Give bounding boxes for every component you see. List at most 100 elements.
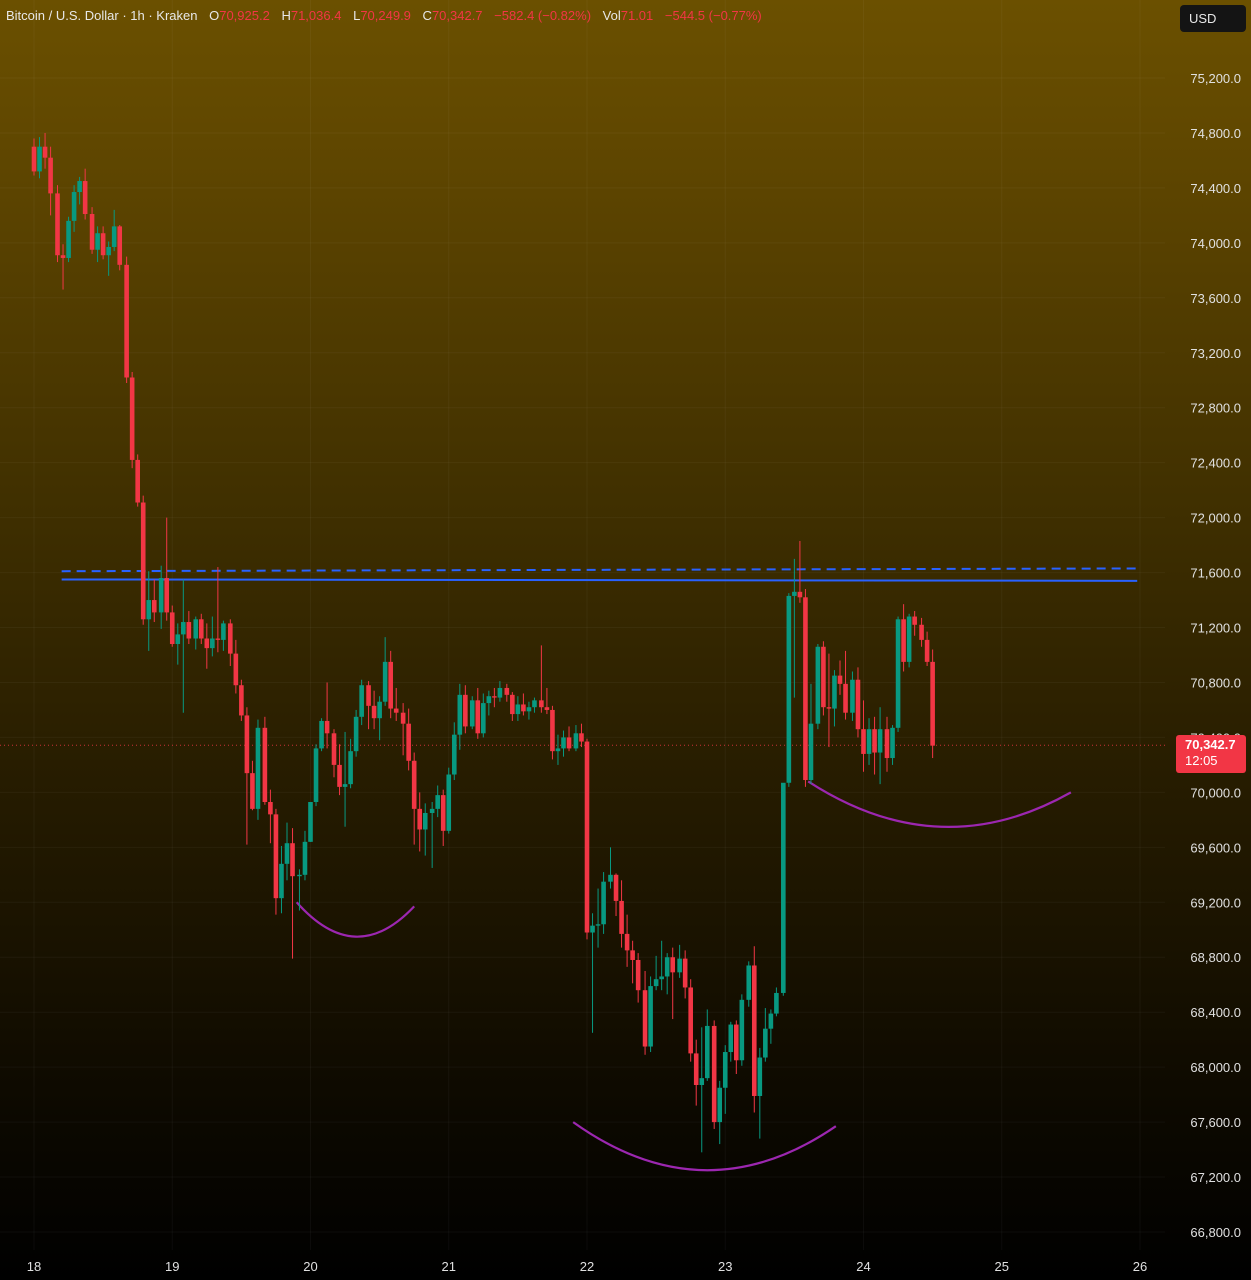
rounded-bottom-arc[interactable] — [295, 901, 415, 938]
candle-body — [670, 957, 676, 973]
rounded-bottom-arc[interactable] — [572, 1121, 837, 1172]
candle — [843, 650, 848, 720]
candle-body — [181, 622, 186, 635]
rounded-bottom-arcs[interactable] — [295, 780, 1072, 1172]
candle-body — [566, 737, 572, 749]
candle — [106, 241, 111, 276]
candle — [877, 707, 883, 785]
candle — [832, 670, 837, 727]
candle — [590, 913, 595, 1033]
resistance-line-solid[interactable] — [61, 578, 1138, 582]
candle — [653, 955, 659, 991]
resistance-line-dashed[interactable] — [61, 567, 1138, 573]
time-tick-label: 24 — [856, 1259, 870, 1274]
candle — [313, 744, 319, 807]
candle — [164, 517, 170, 621]
candle-body — [734, 1024, 739, 1061]
candle — [664, 953, 670, 995]
candle — [48, 146, 53, 216]
candle — [348, 738, 353, 789]
candle — [492, 687, 497, 708]
candle-body — [400, 712, 406, 724]
resistance-lines[interactable] — [61, 567, 1138, 582]
candle-body — [486, 696, 492, 704]
last-price-value: 70,342.7 — [1185, 737, 1236, 752]
candle-body — [313, 748, 319, 802]
candle-body — [215, 638, 221, 640]
candle-body — [124, 264, 129, 378]
candle-body — [601, 881, 606, 925]
candle — [382, 637, 388, 706]
time-tick-label: 20 — [303, 1259, 317, 1274]
candle — [111, 209, 117, 252]
candle — [262, 716, 268, 805]
symbol-title[interactable]: Bitcoin / U.S. Dollar · 1h · Kraken — [6, 8, 198, 23]
candle — [642, 970, 648, 1055]
candle — [210, 616, 215, 657]
candle — [648, 976, 653, 1053]
candle-body — [861, 729, 866, 754]
candle-body — [95, 233, 100, 250]
candle — [324, 682, 330, 749]
candle — [377, 696, 382, 741]
candle-body — [228, 623, 233, 654]
rounded-bottom-arc[interactable] — [807, 780, 1072, 828]
candle — [619, 880, 624, 948]
price-tick-label: 66,800.0 — [1190, 1225, 1241, 1240]
candle-body — [659, 976, 664, 980]
candle — [510, 692, 515, 721]
candle-body — [371, 705, 377, 719]
candle-body — [648, 986, 653, 1047]
candle — [198, 613, 204, 645]
time-axis[interactable]: 18 19 20 21 22 23 24 25 26 — [27, 1259, 1147, 1274]
price-change: −582.4 (−0.82%) — [494, 8, 592, 23]
candle-body — [757, 1057, 763, 1096]
time-tick-label: 18 — [27, 1259, 41, 1274]
candle — [901, 604, 906, 672]
candle — [124, 256, 129, 383]
candle — [158, 565, 164, 629]
candle-body — [475, 700, 481, 734]
candle — [60, 244, 66, 290]
candle-body — [100, 233, 106, 256]
candle — [613, 873, 619, 917]
candle-body — [693, 1053, 699, 1086]
time-tick-label: 23 — [718, 1259, 732, 1274]
candle — [608, 847, 613, 889]
candle-body — [239, 685, 244, 716]
candle-body — [497, 687, 503, 698]
candle-body — [429, 808, 435, 813]
candle — [555, 734, 561, 765]
candle — [630, 940, 635, 984]
candle-body — [561, 737, 566, 749]
price-axis[interactable]: 75,200.0 74,800.0 74,400.0 74,000.0 73,600.0… — [1190, 71, 1241, 1240]
candle-body — [808, 723, 814, 781]
candle-body — [728, 1024, 734, 1053]
candle-body — [435, 795, 440, 809]
candle-body — [906, 616, 912, 662]
candle-body — [250, 773, 255, 809]
candle-body — [930, 661, 935, 746]
price-tick-label: 71,600.0 — [1190, 566, 1241, 581]
open-label: O — [209, 8, 220, 23]
candle-body — [751, 965, 757, 1096]
price-tick-label: 68,800.0 — [1190, 950, 1241, 965]
volume-change: −544.5 (−0.77%) — [664, 8, 762, 23]
candle — [584, 738, 590, 940]
candle-body — [555, 748, 561, 752]
last-price-label: 70,342.7 12:05 — [1176, 735, 1246, 773]
candle-body — [573, 733, 579, 749]
candle-body — [704, 1025, 710, 1079]
price-tick-label: 67,200.0 — [1190, 1170, 1241, 1185]
candle — [595, 888, 601, 948]
candle-body — [504, 687, 510, 695]
candle-body — [768, 1013, 774, 1029]
bar-countdown: 12:05 — [1185, 753, 1218, 768]
price-tick-label: 70,800.0 — [1190, 675, 1241, 690]
price-tick-label: 73,600.0 — [1190, 291, 1241, 306]
currency-button[interactable]: USD — [1180, 5, 1246, 32]
candle-body — [262, 727, 268, 802]
candle-body — [850, 679, 855, 713]
symbol-legend[interactable]: Bitcoin / U.S. Dollar · 1h · Kraken O70,… — [6, 8, 762, 23]
